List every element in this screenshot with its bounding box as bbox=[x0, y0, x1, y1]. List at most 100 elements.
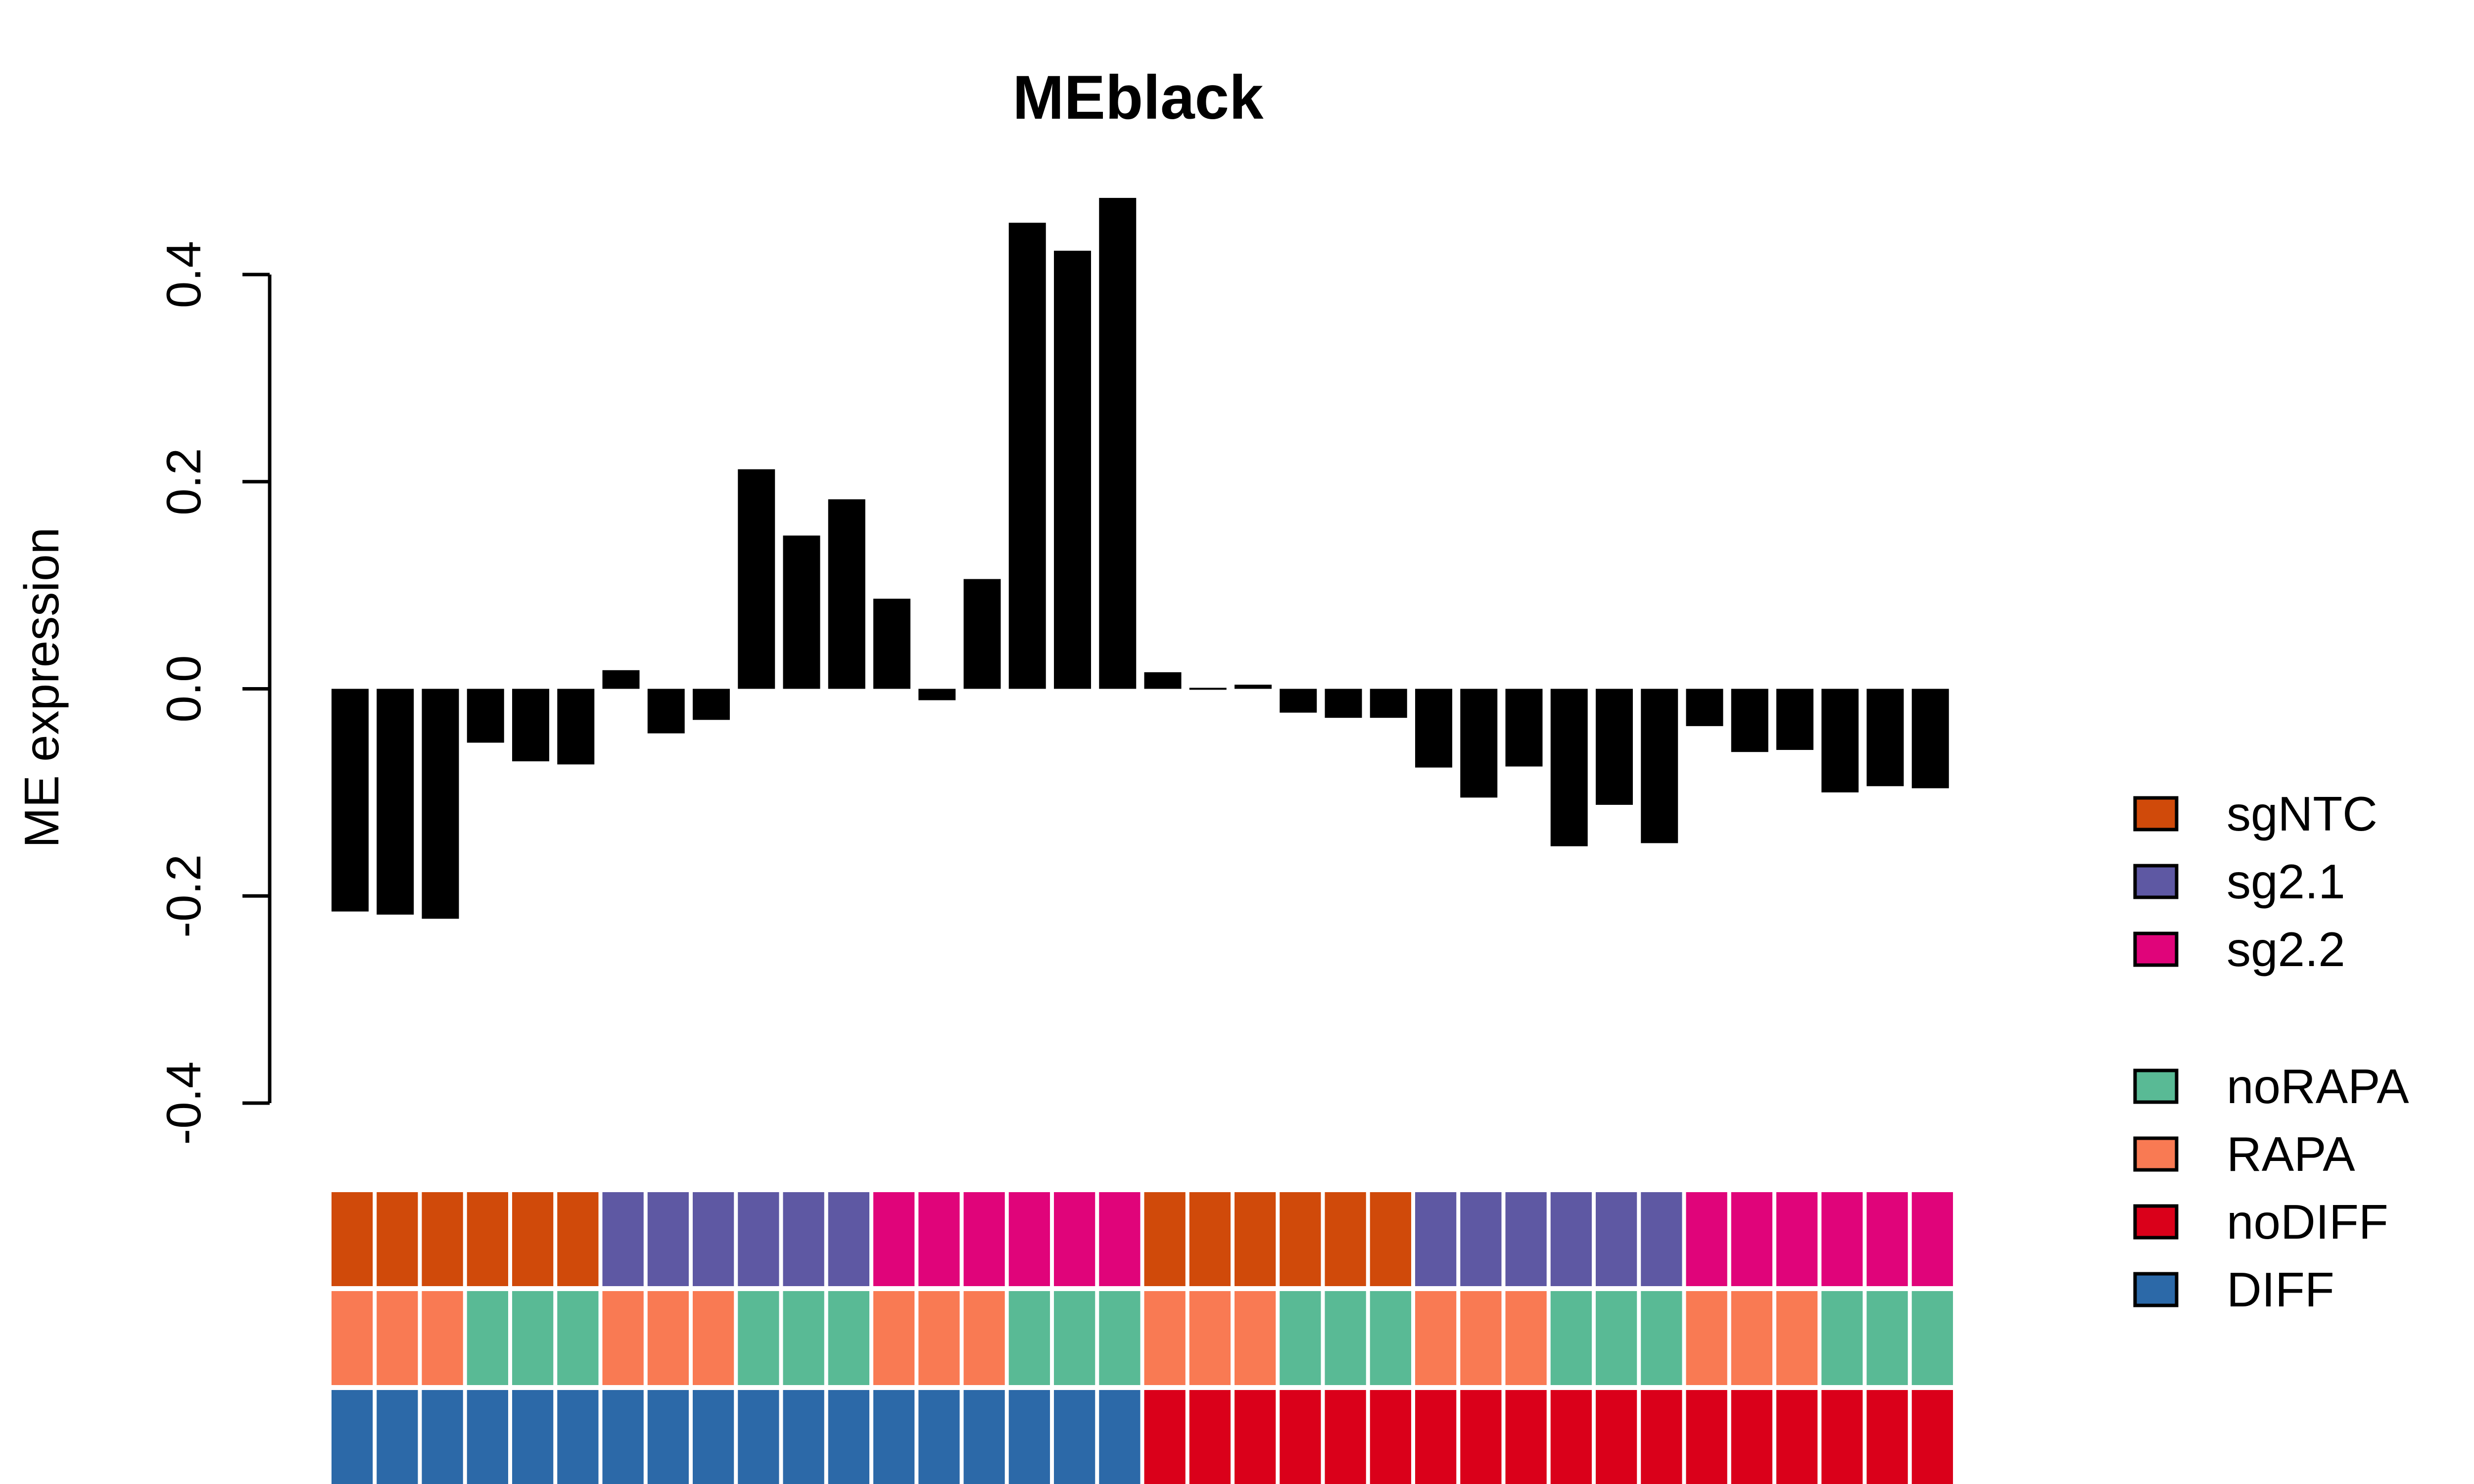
bar bbox=[1280, 689, 1317, 713]
annotation-cell bbox=[963, 1390, 1005, 1484]
y-tick-label: 0.2 bbox=[156, 448, 211, 515]
annotation-cell bbox=[1776, 1390, 1818, 1484]
legend-swatch bbox=[2133, 1204, 2179, 1240]
bar bbox=[1144, 672, 1182, 689]
bar bbox=[602, 670, 640, 689]
annotation-cell bbox=[1325, 1390, 1366, 1484]
annotation-cell bbox=[1731, 1291, 1772, 1385]
bar bbox=[1099, 198, 1137, 689]
annotation-cell bbox=[557, 1390, 599, 1484]
annotation-cell bbox=[1144, 1291, 1186, 1385]
bar bbox=[1686, 689, 1723, 726]
bar bbox=[963, 579, 1001, 689]
annotation-cell bbox=[422, 1291, 463, 1385]
annotation-cell bbox=[332, 1192, 373, 1286]
annotation-cell bbox=[647, 1192, 689, 1286]
annotation-cell bbox=[467, 1390, 508, 1484]
annotation-cell bbox=[1686, 1390, 1727, 1484]
annotation-cell bbox=[1911, 1390, 1953, 1484]
legend-swatch bbox=[2133, 931, 2179, 967]
legend-label: DIFF bbox=[2227, 1262, 2334, 1317]
annotation-cell bbox=[1415, 1192, 1457, 1286]
annotation-cell bbox=[1866, 1192, 1908, 1286]
legend-label: noRAPA bbox=[2227, 1059, 2409, 1113]
bar bbox=[1776, 689, 1813, 750]
annotation-cell bbox=[1821, 1291, 1863, 1385]
bar bbox=[1008, 223, 1046, 689]
annotation-cell bbox=[918, 1390, 960, 1484]
annotation-cell bbox=[557, 1291, 599, 1385]
annotation-cell bbox=[1596, 1390, 1637, 1484]
annotation-cell bbox=[693, 1390, 734, 1484]
legend-label: noDIFF bbox=[2227, 1195, 2388, 1249]
annotation-cell bbox=[918, 1192, 960, 1286]
annotation-cell bbox=[1460, 1291, 1502, 1385]
legend-label: sg2.2 bbox=[2227, 922, 2345, 976]
annotation-cell bbox=[1325, 1192, 1366, 1286]
annotation-cell bbox=[1686, 1192, 1727, 1286]
annotation-cell bbox=[693, 1192, 734, 1286]
annotation-cell bbox=[602, 1291, 644, 1385]
legend: sgNTC sg2.1 sg2.2 noRAPA RAPA noDIFF DIFF bbox=[2133, 787, 2409, 1317]
annotation-cell bbox=[1731, 1192, 1772, 1286]
y-tick-label: 0.4 bbox=[156, 241, 211, 308]
bar bbox=[422, 689, 459, 919]
annotation-cell bbox=[693, 1291, 734, 1385]
bar bbox=[693, 689, 730, 720]
legend-label: RAPA bbox=[2227, 1127, 2355, 1181]
annotation-cell bbox=[1505, 1291, 1547, 1385]
annotation-cell bbox=[1189, 1192, 1231, 1286]
bar bbox=[1370, 689, 1407, 718]
annotation-cell bbox=[1235, 1390, 1276, 1484]
annotation-cell bbox=[1370, 1192, 1411, 1286]
annotation-cell bbox=[377, 1390, 418, 1484]
bar bbox=[1550, 689, 1588, 846]
annotation-cell bbox=[1054, 1390, 1095, 1484]
annotation-cell bbox=[873, 1291, 915, 1385]
bar bbox=[738, 469, 775, 689]
bar bbox=[1189, 688, 1227, 690]
annotation-cell bbox=[1280, 1192, 1321, 1286]
annotation-cell bbox=[1641, 1192, 1682, 1286]
annotation-cell bbox=[1550, 1390, 1592, 1484]
annotation-cell bbox=[1505, 1192, 1547, 1286]
annotation-cell bbox=[332, 1390, 373, 1484]
annotation-cell bbox=[738, 1192, 779, 1286]
annotation-cell bbox=[512, 1291, 554, 1385]
chart-title: MEblack bbox=[1012, 63, 1264, 132]
annotation-cell bbox=[963, 1192, 1005, 1286]
annotation-cell bbox=[1550, 1291, 1592, 1385]
annotation-cell bbox=[1189, 1291, 1231, 1385]
annotation-cell bbox=[467, 1192, 508, 1286]
annotation-cell bbox=[828, 1192, 869, 1286]
annotation-cell bbox=[512, 1192, 554, 1286]
annotation-cell bbox=[1144, 1192, 1186, 1286]
annotation-cell bbox=[512, 1390, 554, 1484]
legend-swatch bbox=[2133, 1272, 2179, 1307]
annotation-cell bbox=[918, 1291, 960, 1385]
bar bbox=[1596, 689, 1633, 805]
annotation-cell bbox=[1911, 1192, 1953, 1286]
legend-swatch bbox=[2133, 796, 2179, 832]
annotation-cell bbox=[1596, 1192, 1637, 1286]
annotation-cell bbox=[1641, 1390, 1682, 1484]
annotation-cell bbox=[1099, 1291, 1141, 1385]
annotation-cell bbox=[873, 1192, 915, 1286]
annotation-cell bbox=[783, 1291, 824, 1385]
annotation-cell bbox=[1911, 1291, 1953, 1385]
y-axis: -0.4 -0.2 0.0 0.2 0.4 bbox=[156, 241, 272, 1145]
annotation-heatmap bbox=[332, 1192, 1953, 1484]
annotation-cell bbox=[1821, 1192, 1863, 1286]
bar bbox=[1911, 689, 1949, 788]
annotation-cell bbox=[1370, 1291, 1411, 1385]
annotation-cell bbox=[1460, 1192, 1502, 1286]
annotation-cell bbox=[1370, 1390, 1411, 1484]
annotation-cell bbox=[467, 1291, 508, 1385]
annotation-cell bbox=[1596, 1291, 1637, 1385]
annotation-cell bbox=[1235, 1291, 1276, 1385]
bars bbox=[332, 198, 1949, 919]
annotation-cell bbox=[828, 1390, 869, 1484]
annotation-cell bbox=[1686, 1291, 1727, 1385]
annotation-cell bbox=[422, 1192, 463, 1286]
bar bbox=[1731, 689, 1768, 752]
